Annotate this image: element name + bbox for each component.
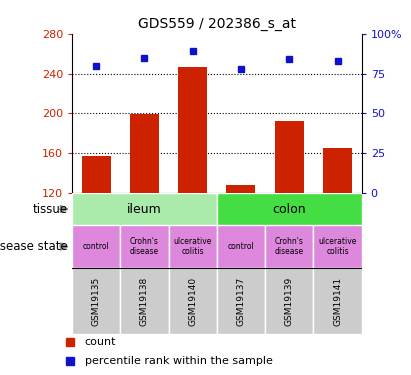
Bar: [120, 225, 169, 268]
Bar: [217, 225, 265, 268]
Bar: [169, 268, 217, 334]
Bar: [72, 193, 217, 225]
Text: Crohn's
disease: Crohn's disease: [275, 237, 304, 256]
Text: GSM19137: GSM19137: [236, 276, 245, 326]
Bar: [72, 225, 120, 268]
Bar: [81, 156, 111, 193]
Text: ileum: ileum: [127, 202, 162, 216]
Text: disease state: disease state: [0, 240, 68, 253]
Bar: [169, 225, 217, 268]
Bar: [72, 268, 120, 334]
Text: GSM19138: GSM19138: [140, 276, 149, 326]
Bar: [178, 67, 207, 193]
Text: control: control: [228, 242, 254, 251]
Text: colon: colon: [272, 202, 306, 216]
Text: ulcerative
colitis: ulcerative colitis: [319, 237, 357, 256]
Bar: [275, 122, 304, 193]
Bar: [226, 185, 256, 193]
Bar: [217, 268, 265, 334]
Bar: [265, 225, 314, 268]
Bar: [314, 268, 362, 334]
Text: percentile rank within the sample: percentile rank within the sample: [85, 356, 272, 366]
Bar: [130, 114, 159, 193]
Text: GSM19141: GSM19141: [333, 276, 342, 326]
Text: Crohn's
disease: Crohn's disease: [130, 237, 159, 256]
Text: tissue: tissue: [33, 202, 68, 216]
Title: GDS559 / 202386_s_at: GDS559 / 202386_s_at: [138, 17, 296, 32]
Text: ulcerative
colitis: ulcerative colitis: [173, 237, 212, 256]
Text: GSM19135: GSM19135: [92, 276, 101, 326]
Text: GSM19139: GSM19139: [285, 276, 294, 326]
Bar: [323, 148, 352, 193]
Text: GSM19140: GSM19140: [188, 276, 197, 326]
Bar: [314, 225, 362, 268]
Bar: [217, 193, 362, 225]
Text: count: count: [85, 336, 116, 346]
Text: control: control: [83, 242, 109, 251]
Bar: [120, 268, 169, 334]
Bar: [265, 268, 314, 334]
